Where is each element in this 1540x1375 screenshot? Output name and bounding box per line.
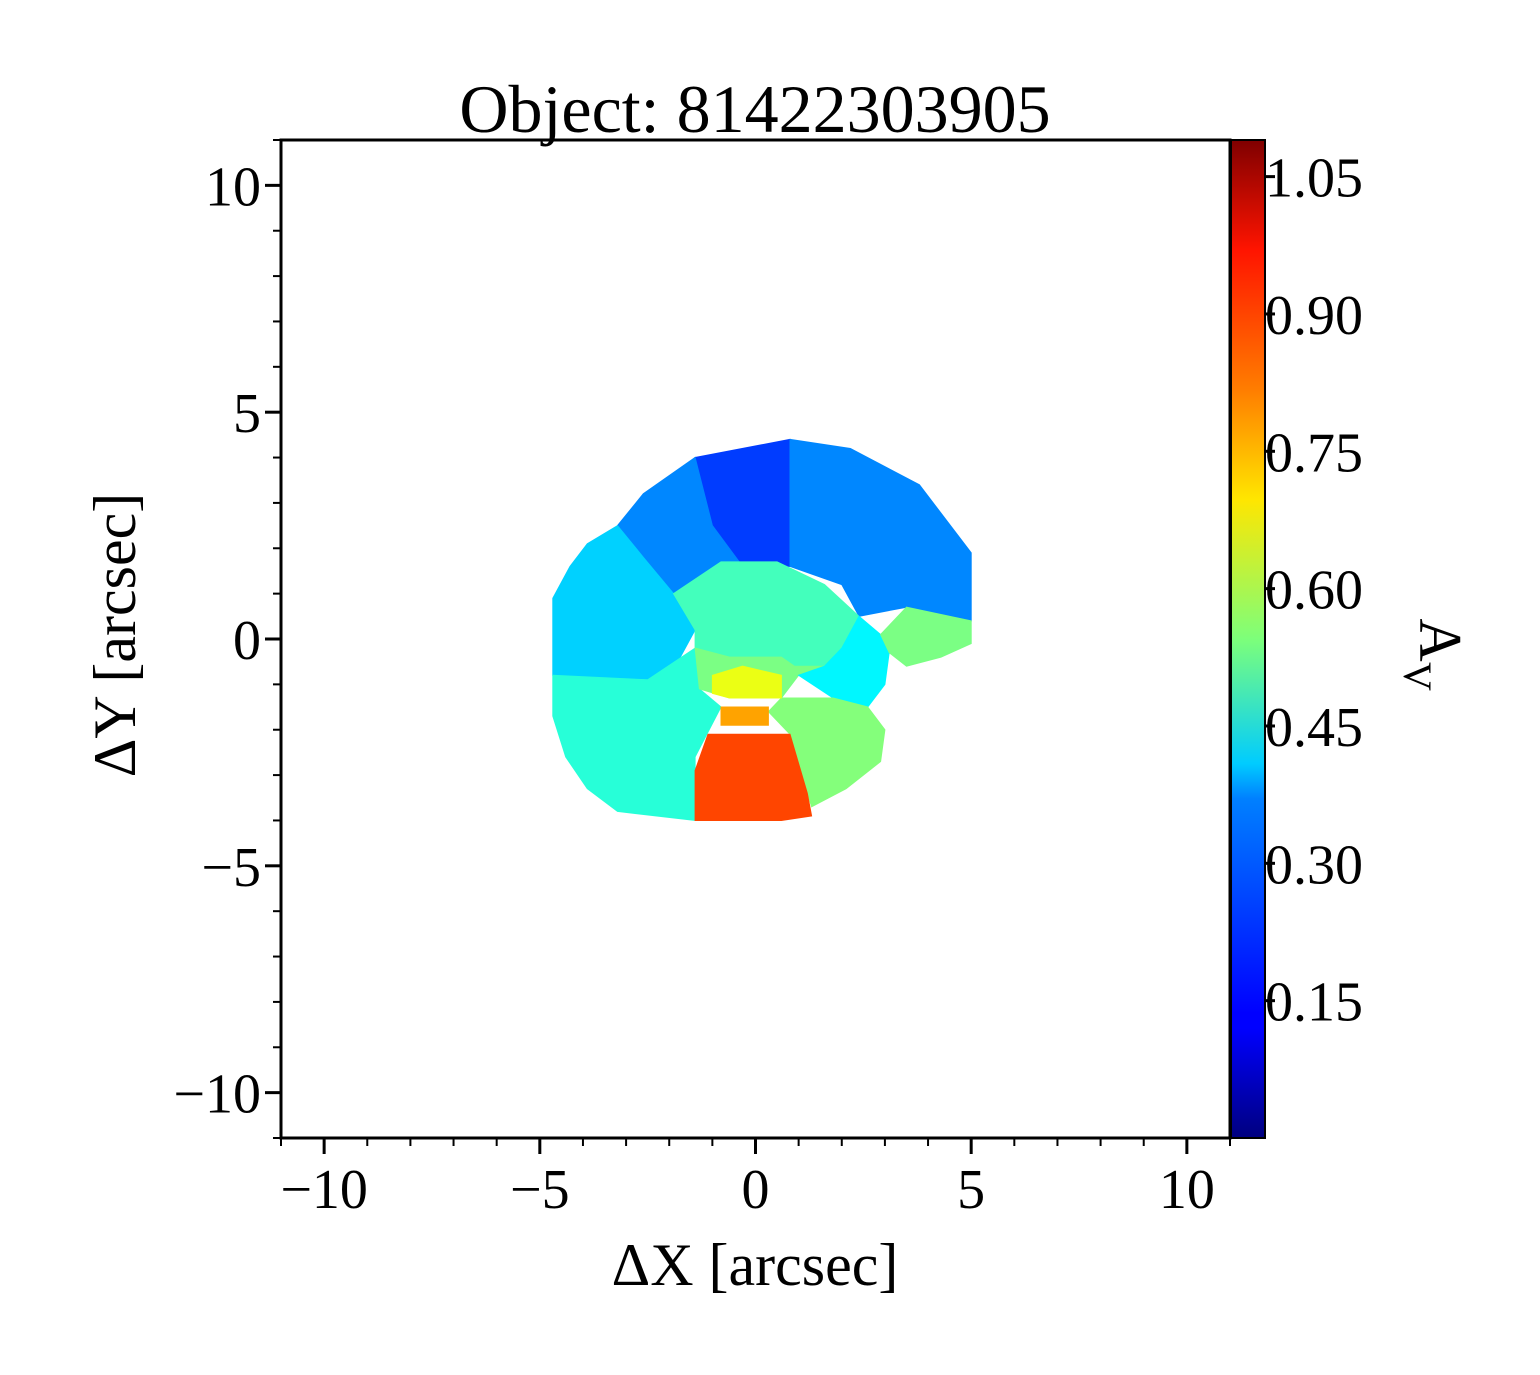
y-axis: −10 −5 0 5 10 <box>173 139 281 1139</box>
y-tick-label: −5 <box>201 837 261 899</box>
colorbar-tick-label: 0.45 <box>1265 697 1363 759</box>
y-tick-label: 5 <box>233 383 261 445</box>
colorbar-label: A V <box>1395 618 1473 691</box>
y-tick-label: −10 <box>173 1064 261 1126</box>
x-tick-label: 10 <box>1159 1159 1215 1221</box>
colorbar <box>1231 140 1265 1138</box>
region-southeast-green <box>767 697 886 808</box>
y-tick-label: 10 <box>205 156 261 218</box>
region-east-green <box>880 606 972 667</box>
colorbar-label-subscript: V <box>1395 662 1440 691</box>
colorbar-tick-label: 0.15 <box>1265 972 1363 1034</box>
heatmap-regions <box>552 438 972 822</box>
region-east-cyan <box>797 615 890 708</box>
colorbar-frame <box>1230 139 1266 1139</box>
y-axis-label: ΔY [arcsec] <box>82 493 148 778</box>
colorbar-axis: 0.15 0.30 0.45 0.60 0.75 0.90 1.05 <box>1265 148 1363 1034</box>
chart-title: Object: 81422303905 <box>459 71 1050 147</box>
region-center-orange <box>720 706 769 726</box>
region-south-red <box>694 733 813 821</box>
colorbar-label-main: A <box>1407 618 1473 661</box>
colorbar-tick-label: 0.90 <box>1265 285 1363 347</box>
colorbar-tick-label: 0.75 <box>1265 422 1363 484</box>
y-tick-label: 0 <box>233 610 261 672</box>
colorbar-tick-label: 0.30 <box>1265 834 1363 896</box>
x-tick-label: 5 <box>957 1159 985 1221</box>
x-tick-label: −10 <box>280 1159 368 1221</box>
x-axis-label: ΔX [arcsec] <box>612 1232 899 1298</box>
colorbar-tick-label: 0.60 <box>1265 560 1363 622</box>
x-axis: −10 −5 0 5 10 <box>280 1138 1231 1221</box>
region-center-yellow <box>711 665 782 699</box>
x-tick-label: 0 <box>742 1159 770 1221</box>
x-tick-label: −5 <box>510 1159 570 1221</box>
colorbar-tick-label: 1.05 <box>1265 148 1363 210</box>
